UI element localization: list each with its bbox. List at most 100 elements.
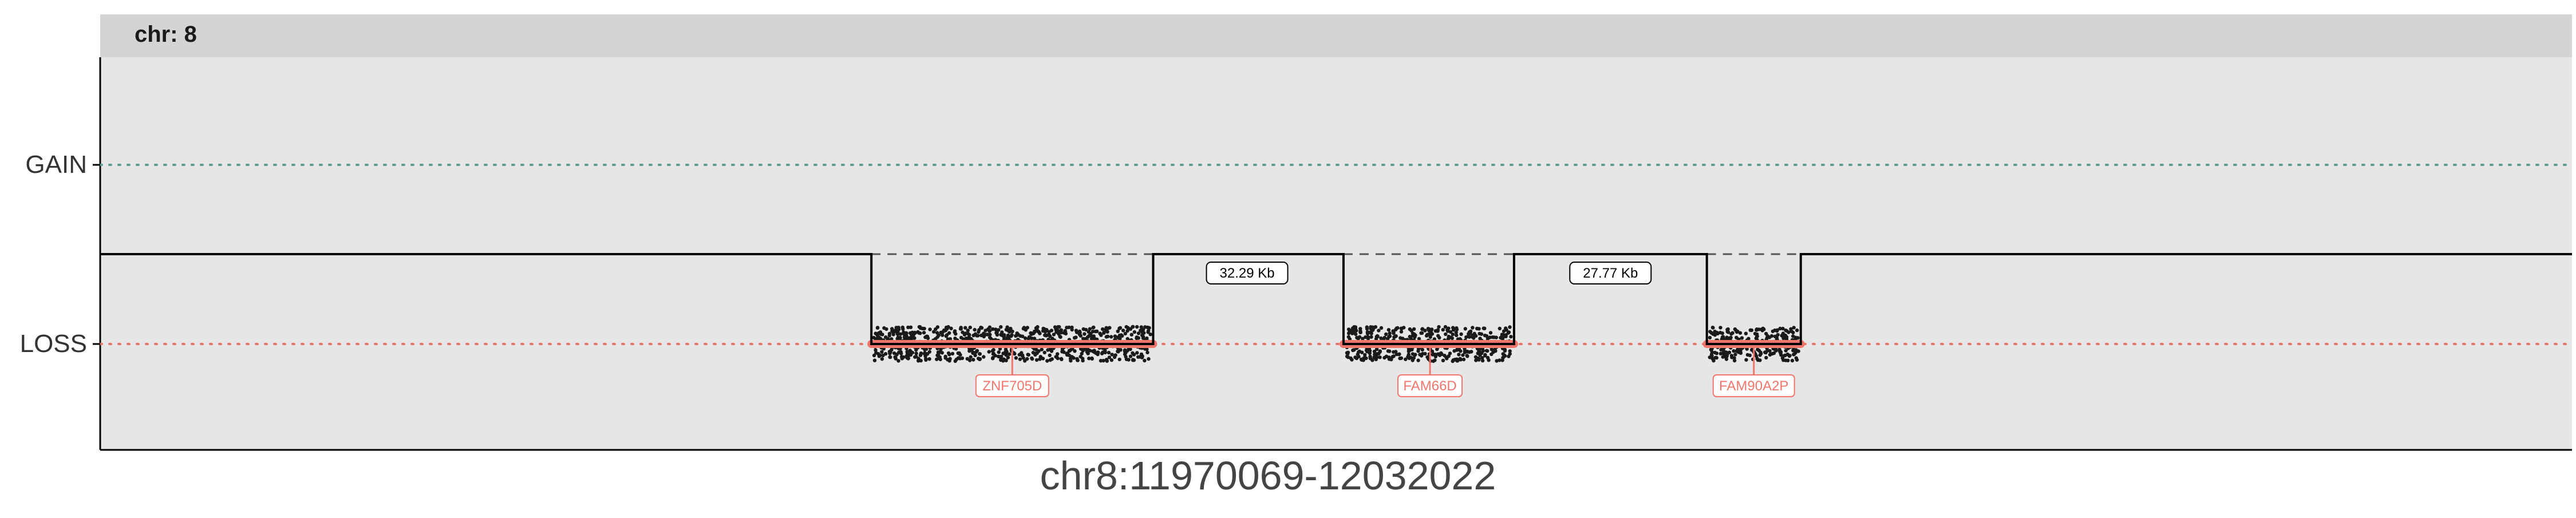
data-point bbox=[1771, 329, 1775, 333]
data-point bbox=[1504, 334, 1508, 338]
data-point bbox=[874, 348, 878, 352]
data-point bbox=[1503, 347, 1507, 351]
data-point bbox=[1365, 327, 1369, 331]
data-point bbox=[1141, 336, 1145, 340]
data-point bbox=[1775, 329, 1779, 333]
data-point bbox=[1065, 326, 1069, 330]
data-point bbox=[968, 325, 973, 330]
data-point bbox=[1437, 325, 1441, 329]
data-point bbox=[1508, 325, 1512, 329]
data-point bbox=[1714, 355, 1718, 360]
data-point bbox=[1467, 330, 1472, 334]
data-point bbox=[1045, 359, 1049, 363]
data-point bbox=[1118, 326, 1123, 330]
data-point bbox=[973, 327, 977, 332]
data-point bbox=[1107, 350, 1111, 355]
data-point bbox=[1352, 348, 1356, 352]
data-point bbox=[1064, 331, 1068, 336]
data-point bbox=[1725, 335, 1729, 339]
data-point bbox=[1020, 354, 1025, 358]
data-point bbox=[922, 352, 927, 356]
data-point bbox=[1125, 329, 1129, 333]
data-point bbox=[1795, 328, 1799, 333]
data-point bbox=[1018, 334, 1022, 338]
data-point bbox=[1436, 328, 1440, 332]
data-point bbox=[1025, 357, 1029, 361]
data-point bbox=[1384, 354, 1389, 358]
data-point bbox=[1029, 331, 1034, 335]
data-point bbox=[1081, 358, 1085, 363]
data-point bbox=[1073, 349, 1077, 353]
data-point bbox=[1034, 358, 1039, 362]
data-point bbox=[1054, 355, 1058, 359]
data-point bbox=[1063, 329, 1067, 333]
data-point bbox=[1001, 351, 1005, 355]
data-point bbox=[1480, 358, 1485, 363]
data-point bbox=[883, 352, 888, 356]
data-point bbox=[890, 327, 894, 331]
data-point bbox=[959, 335, 963, 340]
data-point bbox=[966, 331, 970, 336]
gap-distance-label-1: 27.77 Kb bbox=[1583, 266, 1638, 281]
data-point bbox=[986, 333, 990, 337]
data-point bbox=[1488, 335, 1492, 339]
data-point bbox=[942, 328, 946, 333]
data-point bbox=[1454, 330, 1458, 334]
data-point bbox=[1399, 330, 1404, 334]
data-point bbox=[1485, 355, 1490, 360]
data-point bbox=[1783, 353, 1787, 357]
data-point bbox=[1729, 332, 1733, 336]
data-point bbox=[1100, 351, 1104, 355]
data-point bbox=[1078, 354, 1082, 359]
data-point bbox=[1104, 327, 1108, 332]
data-point bbox=[1455, 326, 1459, 330]
data-point bbox=[967, 335, 971, 339]
data-point bbox=[1771, 351, 1775, 356]
data-point bbox=[1708, 355, 1712, 359]
data-point bbox=[1765, 349, 1769, 353]
data-point bbox=[1740, 336, 1744, 340]
data-point bbox=[1789, 327, 1793, 331]
data-point bbox=[991, 357, 995, 361]
data-point bbox=[1074, 329, 1078, 333]
data-point bbox=[1732, 358, 1737, 363]
data-point bbox=[968, 358, 972, 362]
data-point bbox=[1471, 333, 1475, 338]
data-point bbox=[1461, 357, 1466, 362]
data-point bbox=[1047, 333, 1051, 337]
data-point bbox=[1044, 330, 1048, 334]
data-point bbox=[950, 351, 955, 356]
data-point bbox=[1781, 358, 1785, 362]
data-point bbox=[1364, 348, 1369, 353]
data-point bbox=[924, 347, 929, 351]
data-point bbox=[1725, 327, 1729, 332]
data-point bbox=[887, 331, 892, 336]
data-point bbox=[1792, 326, 1796, 330]
data-point bbox=[1353, 325, 1358, 329]
data-point bbox=[872, 335, 876, 340]
data-point bbox=[1038, 331, 1042, 335]
data-point bbox=[1722, 354, 1726, 358]
data-point bbox=[1059, 328, 1064, 332]
data-point bbox=[918, 353, 923, 357]
data-point bbox=[969, 355, 973, 359]
data-point bbox=[1145, 336, 1149, 341]
data-point bbox=[1038, 357, 1042, 361]
data-point bbox=[1030, 357, 1034, 361]
data-point bbox=[1095, 329, 1099, 334]
data-point bbox=[1384, 332, 1388, 337]
data-point bbox=[1443, 354, 1447, 358]
data-point bbox=[1408, 327, 1412, 331]
data-point bbox=[1347, 330, 1351, 335]
data-point bbox=[1446, 329, 1450, 333]
data-point bbox=[878, 353, 882, 358]
data-point bbox=[959, 327, 963, 331]
data-point bbox=[1394, 326, 1398, 330]
data-point bbox=[1026, 337, 1030, 341]
data-point bbox=[1058, 335, 1062, 339]
data-point bbox=[1070, 355, 1074, 359]
data-point bbox=[1745, 353, 1750, 357]
gene-label-znf705d: ZNF705D bbox=[982, 378, 1042, 394]
data-point bbox=[973, 353, 977, 357]
data-point bbox=[1738, 331, 1743, 335]
